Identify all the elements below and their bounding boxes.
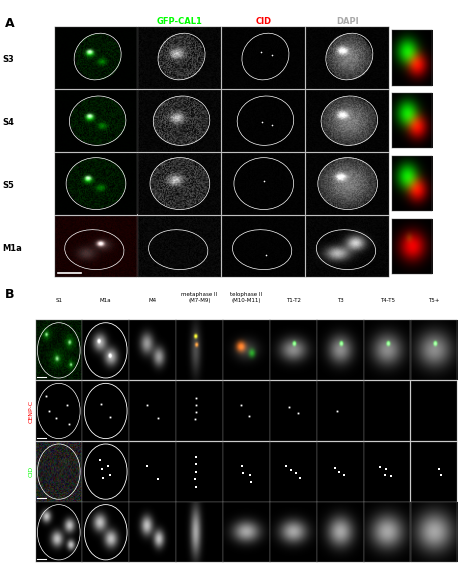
Text: merge: merge — [28, 340, 33, 360]
Text: S4: S4 — [2, 118, 14, 127]
Text: T3: T3 — [337, 297, 344, 303]
Text: S1: S1 — [55, 297, 62, 303]
Text: B: B — [5, 288, 14, 301]
Text: CENP-C: CENP-C — [28, 399, 33, 423]
Text: A: A — [5, 17, 14, 30]
Text: M1a: M1a — [100, 297, 111, 303]
Text: merge: merge — [82, 17, 109, 26]
Text: T1-T2: T1-T2 — [286, 297, 301, 303]
Text: CID: CID — [255, 17, 272, 26]
Text: S5: S5 — [2, 181, 14, 190]
Text: CID: CID — [28, 466, 33, 477]
Text: metaphase II
(M7-M9): metaphase II (M7-M9) — [182, 292, 218, 303]
Text: M1a: M1a — [2, 244, 22, 253]
Text: DAPI: DAPI — [337, 17, 359, 26]
Text: T4-T5: T4-T5 — [380, 297, 395, 303]
Text: DAPI: DAPI — [28, 525, 33, 539]
Text: T5+: T5+ — [428, 297, 440, 303]
Text: GFP-CAL1: GFP-CAL1 — [157, 17, 203, 26]
Text: telophase II
(M10-M11): telophase II (M10-M11) — [230, 292, 263, 303]
Text: M4: M4 — [148, 297, 157, 303]
Text: S3: S3 — [2, 55, 14, 64]
